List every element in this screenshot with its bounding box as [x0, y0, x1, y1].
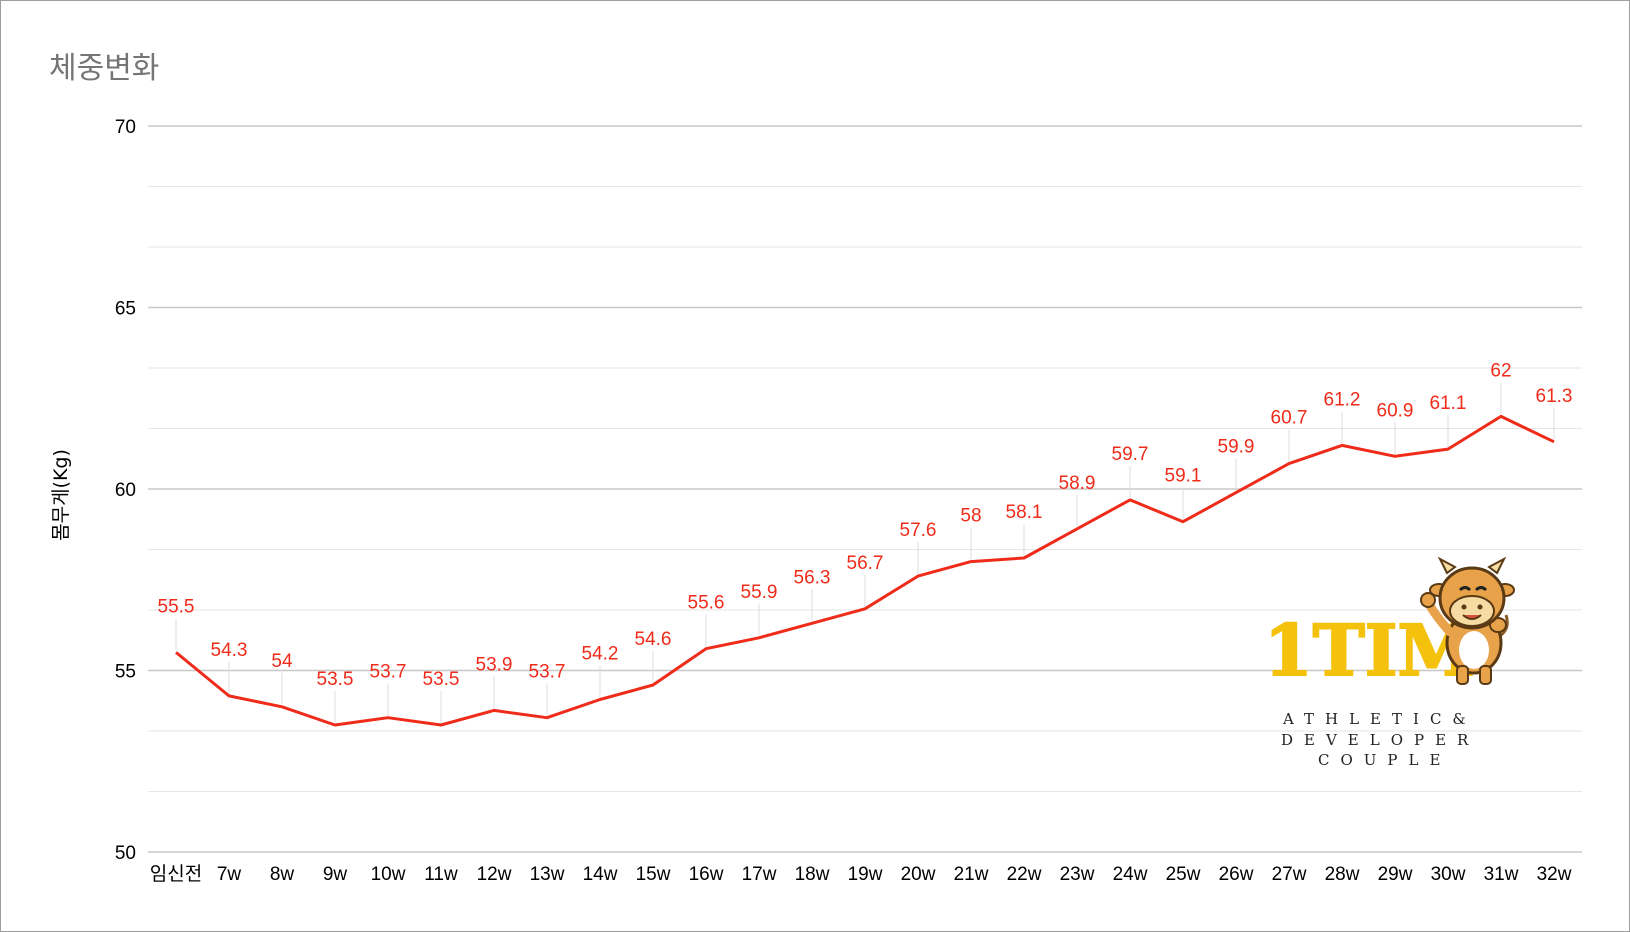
x-tick-label: 21w: [954, 864, 989, 885]
data-label: 56.3: [794, 567, 831, 588]
data-labels: 55.5 54.3 54 53.5 53.7 53.5 53.9 53.7 54.2 54.6 55…: [158, 360, 1573, 690]
x-tick-label: 14w: [583, 864, 618, 885]
x-tick-label: 20w: [901, 864, 936, 885]
cow-mascot-icon: [1420, 556, 1515, 685]
data-label: 61.3: [1536, 386, 1573, 407]
x-axis-ticks: 임신전 7w 8w 9w 10w 11w 12w 13w 14w 15w 16w 17w 18w 19w 2…: [150, 863, 1572, 885]
data-label: 53.7: [529, 662, 566, 683]
data-label: 53.7: [370, 662, 407, 683]
tagline-line-2: DEVELOPER: [1281, 731, 1479, 749]
x-tick-label: 23w: [1060, 864, 1095, 885]
y-tick-label: 70: [115, 117, 136, 138]
x-tick-label: 13w: [530, 864, 565, 885]
y-axis-ticks: 50 55 60 65 70: [115, 117, 136, 864]
y-tick-label: 60: [115, 480, 136, 501]
x-tick-label: 10w: [371, 864, 406, 885]
y-tick-label: 55: [115, 662, 136, 683]
tagline-line-3: COUPLE: [1318, 751, 1451, 769]
data-label: 59.7: [1112, 444, 1149, 465]
data-label: 61.2: [1324, 389, 1361, 410]
data-label: 55.9: [741, 582, 778, 603]
x-tick-label: 7w: [217, 864, 242, 885]
data-label: 53.5: [317, 669, 354, 690]
data-label: 58.1: [1006, 502, 1043, 523]
y-tick-label: 65: [115, 299, 136, 320]
data-label: 55.5: [158, 596, 195, 617]
x-tick-label: 17w: [742, 864, 777, 885]
data-label: 60.7: [1271, 408, 1308, 429]
brand-watermark: 1TIM ATHLETIC& DEVELOPER COUPLE: [1263, 556, 1515, 769]
x-tick-label: 16w: [689, 864, 724, 885]
x-tick-label: 18w: [795, 864, 830, 885]
y-tick-label: 50: [115, 843, 136, 864]
x-tick-label: 28w: [1325, 864, 1360, 885]
gridlines: [148, 125, 1582, 853]
x-tick-label: 15w: [636, 864, 671, 885]
x-tick-label: 27w: [1272, 864, 1307, 885]
data-label: 53.5: [423, 669, 460, 690]
data-label: 58: [960, 506, 981, 527]
data-label: 54: [271, 651, 293, 672]
label-connectors: [175, 382, 1555, 723]
data-label: 61.1: [1430, 393, 1467, 414]
data-label: 59.1: [1165, 466, 1202, 487]
x-tick-label: 22w: [1007, 864, 1042, 885]
data-label: 55.6: [688, 593, 725, 614]
series-line: [175, 414, 1555, 727]
tagline-line-1: ATHLETIC&: [1282, 710, 1477, 728]
x-tick-label: 11w: [424, 864, 458, 885]
x-tick-label: 32w: [1537, 864, 1572, 885]
data-label: 53.9: [476, 654, 513, 675]
x-tick-label: 8w: [270, 864, 295, 885]
data-label: 59.9: [1218, 437, 1255, 458]
data-label: 60.9: [1377, 400, 1414, 421]
data-label: 54.2: [582, 644, 619, 665]
chart-title: 체중변화: [49, 51, 160, 86]
x-tick-label: 26w: [1219, 864, 1254, 885]
x-tick-label: 24w: [1113, 864, 1148, 885]
data-label: 57.6: [900, 520, 937, 541]
x-tick-label: 19w: [848, 864, 883, 885]
data-label: 56.7: [847, 553, 884, 574]
data-label: 54.6: [635, 629, 672, 650]
x-tick-label: 임신전: [150, 863, 202, 885]
data-label: 54.3: [211, 640, 248, 661]
data-label: 62: [1490, 360, 1511, 381]
y-axis-label: 몸무게(Kg): [50, 449, 72, 541]
x-tick-label: 9w: [323, 864, 348, 885]
x-tick-label: 31w: [1484, 864, 1519, 885]
x-tick-label: 30w: [1431, 864, 1466, 885]
x-tick-label: 29w: [1378, 864, 1413, 885]
data-label: 58.9: [1059, 473, 1096, 494]
x-tick-label: 25w: [1166, 864, 1201, 885]
x-tick-label: 12w: [477, 864, 512, 885]
